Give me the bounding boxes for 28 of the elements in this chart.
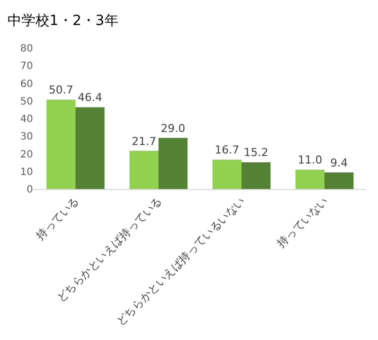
data-label: 29.0 [160,122,186,135]
chart-title: 中学校1・2・3年 [8,13,118,30]
data-label: 21.7 [132,134,156,148]
data-label: 50.7 [48,84,74,97]
data-label: 11.0 [298,154,322,167]
y-tick-label: 30 [20,132,33,143]
y-tick-label: 80 [20,44,33,54]
x-tick-label: 持っている [33,194,82,243]
bar [76,107,105,189]
bar [158,138,188,189]
y-tick-label: 10 [20,166,33,178]
y-tick-label: 50 [20,96,33,108]
y-tick-label: 0 [26,184,33,196]
data-label: 16.7 [214,144,240,157]
bar [212,160,242,189]
bar [295,170,324,189]
data-label: 9.4 [330,156,348,170]
bar [46,100,76,189]
y-tick-label: 40 [20,114,33,125]
bar [129,150,158,189]
data-label: 46.4 [78,91,102,104]
y-tick-label: 70 [20,61,33,72]
bar [324,172,354,189]
y-tick-label: 20 [20,149,33,160]
y-tick-label: 60 [20,78,33,90]
x-tick-label: 持っていない [274,194,331,250]
bar [242,162,271,189]
data-label: 15.2 [244,146,268,160]
